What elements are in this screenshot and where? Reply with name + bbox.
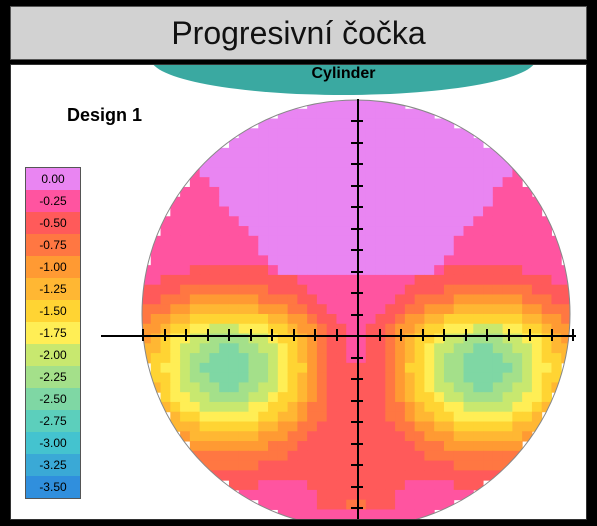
- frame: Progresivní čočka Cylinder Design 1 0.00…: [0, 0, 597, 526]
- legend-entry: -2.50: [26, 388, 80, 410]
- legend-entry: -3.25: [26, 454, 80, 476]
- legend-entry: -1.75: [26, 322, 80, 344]
- legend-entry: -1.25: [26, 278, 80, 300]
- legend-entry: -0.25: [26, 190, 80, 212]
- title-bar: Progresivní čočka: [10, 6, 587, 60]
- legend-entry: -3.00: [26, 432, 80, 454]
- legend-entry: -0.50: [26, 212, 80, 234]
- cylinder-label: Cylinder: [151, 65, 536, 83]
- legend-entry: 0.00: [26, 168, 80, 190]
- legend-entry: -2.75: [26, 410, 80, 432]
- legend-entry: -3.50: [26, 476, 80, 498]
- legend-entry: -2.00: [26, 344, 80, 366]
- title-text: Progresivní čočka: [171, 15, 425, 52]
- plot-area: Cylinder Design 1 0.00-0.25-0.50-0.75-1.…: [10, 64, 587, 520]
- legend-entry: -1.50: [26, 300, 80, 322]
- color-legend: 0.00-0.25-0.50-0.75-1.00-1.25-1.50-1.75-…: [25, 167, 81, 499]
- legend-entry: -1.00: [26, 256, 80, 278]
- x-axis: [101, 335, 576, 337]
- legend-entry: -2.25: [26, 366, 80, 388]
- design-label: Design 1: [67, 105, 142, 126]
- legend-entry: -0.75: [26, 234, 80, 256]
- cylinder-banner: Cylinder: [151, 64, 536, 95]
